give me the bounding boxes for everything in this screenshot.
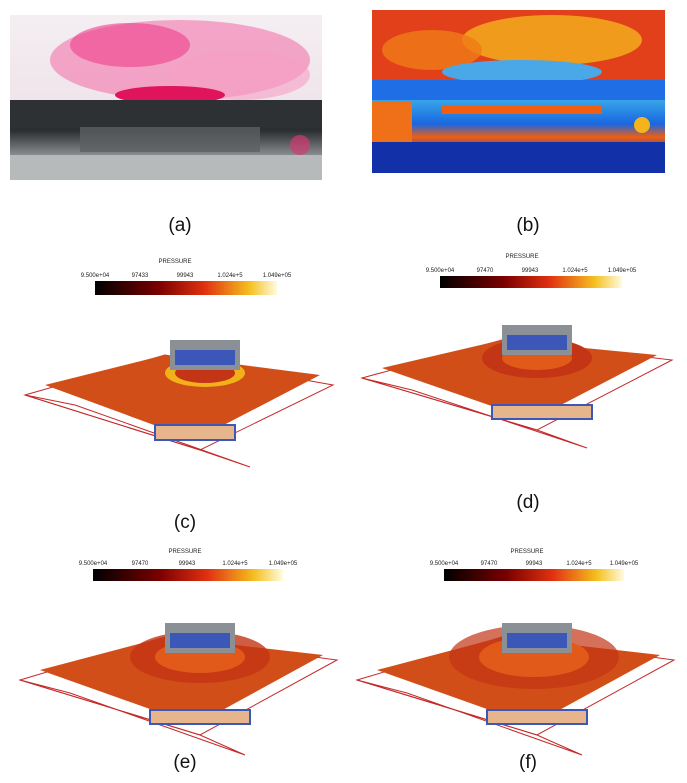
svg-text:99943: 99943 bbox=[177, 273, 194, 279]
svg-text:1.049e+05: 1.049e+05 bbox=[608, 268, 637, 274]
svg-text:97433: 97433 bbox=[132, 273, 149, 279]
svg-text:1.049e+05: 1.049e+05 bbox=[263, 273, 292, 279]
colorbar-title: PRESSURE bbox=[505, 254, 538, 260]
svg-text:1.049e+05: 1.049e+05 bbox=[269, 561, 298, 567]
colorbar bbox=[440, 276, 622, 288]
svg-text:1.024e+5: 1.024e+5 bbox=[217, 273, 243, 279]
colorbar bbox=[93, 569, 283, 581]
svg-text:97470: 97470 bbox=[477, 268, 494, 274]
caption-c: (c) bbox=[173, 512, 197, 533]
pressure-simulation-d: PRESSURE 9.500e+04 97470 99943 1.024e+5 … bbox=[352, 250, 682, 470]
svg-text:1.024e+5: 1.024e+5 bbox=[562, 268, 588, 274]
svg-text:99943: 99943 bbox=[179, 561, 196, 567]
pressure-simulation-f: PRESSURE 9.500e+04 97470 99943 1.024e+5 … bbox=[352, 545, 682, 765]
colorbar-title: PRESSURE bbox=[158, 259, 191, 265]
svg-text:9.500e+04: 9.500e+04 bbox=[79, 561, 108, 567]
caption-f: (f) bbox=[519, 752, 537, 773]
dye-visualization-photo bbox=[10, 15, 322, 180]
caption-e: (e) bbox=[173, 752, 197, 773]
svg-text:1.049e+05: 1.049e+05 bbox=[610, 561, 639, 567]
colorbar-title: PRESSURE bbox=[510, 549, 543, 555]
colorbar-title: PRESSURE bbox=[168, 549, 201, 555]
false-color-image bbox=[372, 10, 665, 173]
svg-text:99943: 99943 bbox=[526, 561, 543, 567]
svg-text:9.500e+04: 9.500e+04 bbox=[81, 273, 110, 279]
caption-b: (b) bbox=[516, 215, 540, 236]
svg-text:1.024e+5: 1.024e+5 bbox=[222, 561, 248, 567]
svg-text:1.024e+5: 1.024e+5 bbox=[566, 561, 592, 567]
svg-text:97470: 97470 bbox=[132, 561, 149, 567]
svg-text:9.500e+04: 9.500e+04 bbox=[426, 268, 455, 274]
svg-text:99943: 99943 bbox=[522, 268, 539, 274]
colorbar bbox=[95, 281, 277, 295]
caption-d: (d) bbox=[516, 492, 540, 513]
colorbar bbox=[444, 569, 624, 581]
svg-text:97470: 97470 bbox=[481, 561, 498, 567]
caption-a: (a) bbox=[168, 215, 192, 236]
svg-text:9.500e+04: 9.500e+04 bbox=[430, 561, 459, 567]
pressure-simulation-e: PRESSURE 9.500e+04 97470 99943 1.024e+5 … bbox=[15, 545, 345, 765]
pressure-simulation-c: PRESSURE 9.500e+04 97433 99943 1.024e+5 … bbox=[15, 255, 345, 475]
